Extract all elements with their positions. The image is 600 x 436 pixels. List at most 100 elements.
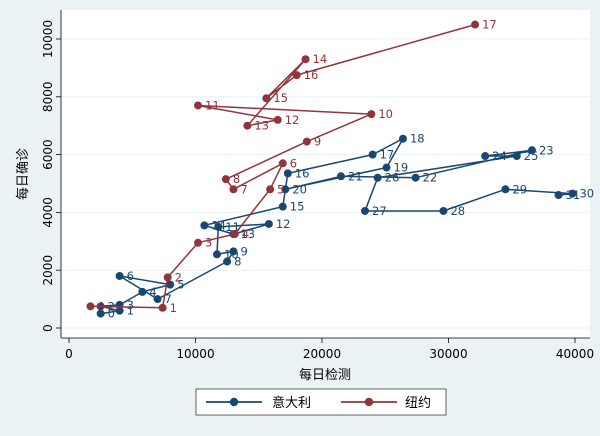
y-tick-label-3: 6000 bbox=[41, 139, 55, 170]
series-1-point-13 bbox=[243, 121, 252, 130]
y-tick-label-2: 4000 bbox=[41, 197, 55, 228]
series-0-point-label-11: 11 bbox=[225, 220, 240, 234]
series-1-point-6 bbox=[278, 159, 287, 168]
series-0-point-19 bbox=[382, 163, 391, 172]
series-0-point-0 bbox=[96, 309, 105, 318]
x-tick-label-2: 20000 bbox=[303, 347, 341, 361]
y-tick-label-0: 0 bbox=[41, 324, 55, 332]
series-1-point-1 bbox=[158, 303, 167, 312]
series-1-point-label-0: 0 bbox=[98, 299, 105, 313]
y-tick-label-4: 8000 bbox=[41, 82, 55, 113]
series-0-point-label-1: 1 bbox=[127, 304, 134, 318]
series-0-point-7 bbox=[153, 295, 162, 304]
series-0-point-8 bbox=[223, 257, 232, 266]
series-0-point-25 bbox=[512, 152, 521, 161]
series-1-point-9 bbox=[302, 137, 311, 146]
y-tick-label-1: 2000 bbox=[41, 255, 55, 286]
series-1-point-label-12: 12 bbox=[285, 113, 300, 127]
series-0-point-label-23: 23 bbox=[539, 143, 554, 157]
series-0-point-30 bbox=[568, 189, 577, 198]
series-0-point-23 bbox=[527, 146, 536, 155]
series-1-point-4 bbox=[230, 230, 239, 239]
series-0-point-label-13: 13 bbox=[240, 227, 255, 241]
series-0-point-31 bbox=[554, 191, 563, 200]
series-0-point-17 bbox=[368, 150, 377, 159]
series-0-point-label-9: 9 bbox=[240, 244, 247, 258]
x-tick-label-4: 40000 bbox=[556, 347, 594, 361]
legend-entry-series-0: 意大利 bbox=[206, 395, 311, 411]
series-1-point-label-5: 5 bbox=[277, 182, 284, 196]
series-0-point-9 bbox=[229, 247, 238, 256]
series-0-point-label-7: 7 bbox=[165, 292, 172, 306]
series-0-point-label-24: 24 bbox=[492, 149, 507, 163]
legend-label-series-1: 纽约 bbox=[405, 396, 431, 411]
series-1-point-label-13: 13 bbox=[254, 119, 269, 133]
series-0-point-label-19: 19 bbox=[394, 161, 409, 175]
series-1-point-3 bbox=[194, 238, 203, 247]
series-0-point-label-31: 31 bbox=[566, 188, 581, 202]
series-1-point-label-3: 3 bbox=[205, 236, 212, 250]
series-1-point-2 bbox=[163, 273, 172, 282]
series-1-point-label-17: 17 bbox=[482, 18, 497, 32]
series-1-point-label-9: 9 bbox=[314, 135, 321, 149]
legend-marker-series-1 bbox=[364, 397, 374, 407]
series-0-point-label-0: 0 bbox=[108, 307, 115, 321]
series-0-point-20 bbox=[281, 185, 290, 194]
series-0-point-label-18: 18 bbox=[410, 132, 425, 146]
series-0-point-10 bbox=[213, 250, 222, 259]
legend: 意大利 纽约 bbox=[195, 388, 447, 416]
series-1-point-label-15: 15 bbox=[273, 91, 288, 105]
series-0-point-label-4: 4 bbox=[149, 285, 156, 299]
series-0-point-label-30: 30 bbox=[579, 187, 594, 201]
series-0-point-4 bbox=[138, 287, 147, 296]
x-axis: 0 10000 20000 30000 40000 bbox=[61, 337, 594, 361]
series-1-point-17 bbox=[471, 20, 480, 29]
series-0-point-label-21: 21 bbox=[348, 169, 363, 183]
y-axis-title: 每日确诊 bbox=[15, 148, 31, 200]
series-1-point-label-6: 6 bbox=[290, 156, 297, 170]
series-0-point-label-26: 26 bbox=[385, 171, 400, 185]
series-1-point-10 bbox=[367, 110, 376, 119]
series-0-point-label-6: 6 bbox=[127, 269, 134, 283]
series-0-point-18 bbox=[398, 134, 407, 143]
x-tick-label-3: 30000 bbox=[429, 347, 467, 361]
series-0-point-24 bbox=[481, 152, 490, 161]
series-0-point-label-28: 28 bbox=[450, 204, 465, 218]
series-0-point-label-8: 8 bbox=[234, 255, 241, 269]
x-tick-label-0: 0 bbox=[65, 347, 73, 361]
series-0-point-11 bbox=[214, 222, 223, 231]
series-0-point-14 bbox=[200, 221, 209, 230]
series-1-point-7 bbox=[229, 185, 238, 194]
series-0-point-22 bbox=[411, 173, 420, 182]
y-tick-label-5: 10000 bbox=[41, 20, 55, 58]
series-0-point-label-14: 14 bbox=[211, 218, 226, 232]
legend-marker-series-0 bbox=[229, 397, 239, 407]
series-0-point-15 bbox=[278, 202, 287, 211]
y-axis: 0 2000 4000 6000 8000 10000 bbox=[41, 10, 62, 338]
series-1-point-label-11: 11 bbox=[205, 98, 220, 112]
plot-area bbox=[61, 10, 590, 338]
series-1-point-15 bbox=[262, 94, 271, 103]
series-0-point-label-22: 22 bbox=[423, 171, 438, 185]
series-1-point-label-16: 16 bbox=[304, 68, 319, 82]
series-0-point-label-5: 5 bbox=[177, 278, 184, 292]
series-1-point-label-14: 14 bbox=[313, 52, 328, 66]
series-0-point-label-20: 20 bbox=[292, 182, 307, 196]
series-0-point-label-3: 3 bbox=[127, 298, 134, 312]
series-0-point-29 bbox=[501, 185, 510, 194]
series-1-point-12 bbox=[273, 115, 282, 124]
x-tick-label-1: 10000 bbox=[176, 347, 214, 361]
series-1-point-label-1: 1 bbox=[170, 301, 177, 315]
series-1-point-14 bbox=[301, 55, 310, 64]
series-1-point-label-8: 8 bbox=[233, 172, 240, 186]
series-0-point-28 bbox=[439, 206, 448, 215]
series-0-point-label-17: 17 bbox=[380, 148, 395, 162]
series-0-point-16 bbox=[283, 169, 292, 178]
legend-entry-series-1: 纽约 bbox=[341, 396, 431, 411]
series-0-point-label-15: 15 bbox=[290, 200, 305, 214]
series-1-point-5 bbox=[266, 185, 275, 194]
series-1-point-11 bbox=[194, 101, 203, 110]
